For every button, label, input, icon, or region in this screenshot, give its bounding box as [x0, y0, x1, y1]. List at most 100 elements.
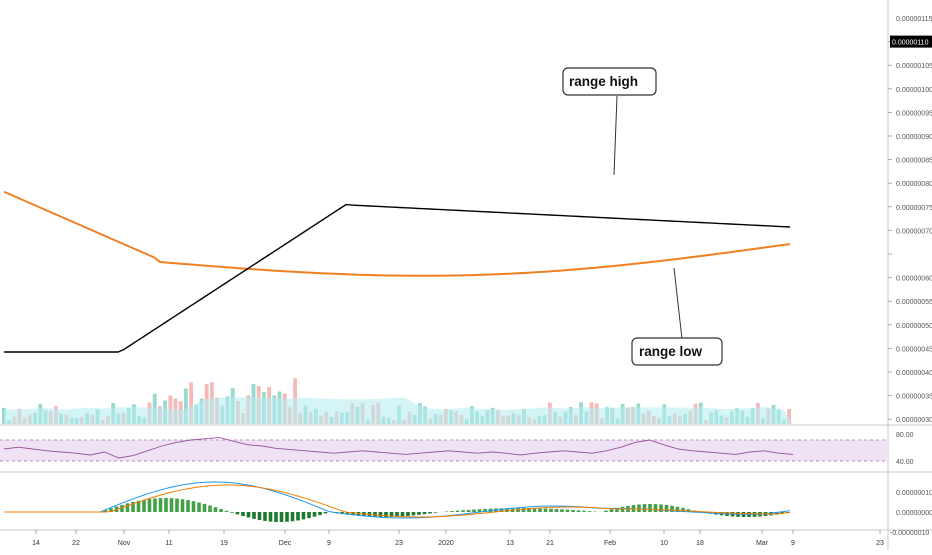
macd-histogram-bar [208, 505, 212, 512]
macd-histogram-bar [192, 501, 196, 512]
macd-histogram-bar [654, 504, 658, 512]
macd-histogram-bar [159, 498, 163, 512]
x-tick-label: Feb [604, 540, 616, 547]
macd-histogram-bar [280, 512, 284, 522]
macd-histogram-bar [659, 504, 663, 512]
rsi-band [0, 440, 888, 461]
macd-histogram-bar [258, 512, 262, 520]
macd-histogram-bar [637, 504, 641, 512]
macd-histogram-bar [252, 512, 256, 519]
macd-histogram-bar [467, 510, 471, 512]
x-tick-label: 11 [165, 540, 172, 547]
macd-histogram-bar [445, 511, 449, 512]
macd-histogram-bar [214, 507, 218, 512]
macd-histogram-bar [307, 512, 311, 518]
x-tick-label: Nov [118, 540, 131, 547]
x-tick-label: 23 [395, 540, 403, 547]
y-tick-label: 0.00000050 [896, 323, 932, 330]
macd-histogram-bar [225, 511, 229, 512]
macd-histogram-bar [555, 509, 559, 512]
macd-histogram-bar [126, 503, 130, 512]
macd-histogram-bar [406, 512, 410, 516]
macd-histogram-bar [285, 512, 289, 522]
macd-histogram-bar [291, 512, 295, 521]
macd-histogram-bar [566, 510, 570, 512]
macd-histogram-bar [203, 504, 207, 512]
x-tick-label: 23 [876, 540, 884, 547]
macd-histogram-bar [423, 512, 427, 514]
y-tick-label: 0.00000080 [896, 181, 932, 188]
y-tick-label: 0.00000105 [896, 63, 932, 70]
macd-histogram-bar [318, 512, 322, 515]
macd-histogram-bar [164, 498, 168, 512]
macd-histogram-bar [434, 512, 438, 513]
macd-histogram-bar [186, 500, 190, 512]
macd-histogram-bar [456, 511, 460, 512]
macd-histogram-bar [142, 500, 146, 512]
macd-histogram-bar [230, 512, 234, 513]
y-tick-label: 0.00000100 [896, 87, 932, 94]
macd-histogram-bar [665, 505, 669, 512]
macd-histogram-bar [571, 510, 575, 512]
macd-histogram-bar [610, 509, 614, 512]
macd-histogram-bar [560, 509, 564, 512]
macd-histogram-bar [417, 512, 421, 515]
macd-histogram-bar [274, 512, 278, 522]
range-low-label: range low [639, 344, 703, 359]
y-tick-label: 0.00000040 [896, 370, 932, 377]
macd-histogram-bar [241, 512, 245, 516]
x-tick-label: 10 [660, 540, 668, 547]
macd-histogram-bar [401, 512, 405, 516]
macd-histogram-bar [302, 512, 306, 519]
y-tick-label: 0.00000115 [896, 16, 932, 23]
macd-histogram-bar [588, 511, 592, 512]
macd-histogram-bar [472, 510, 476, 512]
macd-histogram-bar [148, 499, 152, 512]
macd-histogram-bar [263, 512, 267, 521]
x-tick-label: 19 [220, 540, 228, 547]
x-tick-label: 22 [72, 540, 80, 547]
y-tick-label: 0.00000070 [896, 228, 932, 235]
macd-histogram-bar [412, 512, 416, 515]
macd-histogram-bar [269, 512, 273, 522]
x-tick-label: 18 [696, 540, 704, 547]
macd-histogram-bar [175, 499, 179, 512]
macd-histogram-bar [461, 510, 465, 512]
y-tick-label: 0.00000035 [896, 394, 932, 401]
macd-histogram-bar [582, 511, 586, 512]
x-tick-label: Mar [756, 540, 769, 547]
y-tick-label: 0.00000030 [896, 417, 932, 424]
macd-histogram-bar [153, 498, 157, 512]
macd-histogram-bar [247, 512, 251, 517]
macd-histogram-bar [643, 504, 647, 512]
macd-histogram-bar [544, 508, 548, 512]
macd-tick-label: 0.00000000 [896, 510, 932, 517]
y-tick-label: 0.00000090 [896, 134, 932, 141]
y-tick-label: 0.00000055 [896, 299, 932, 306]
macd-tick-label: -0.00000010 [890, 530, 929, 537]
range-high-label: range high [569, 74, 638, 89]
macd-histogram-bar [313, 512, 317, 517]
rsi-tick-label: 80.00 [896, 432, 914, 439]
macd-histogram-bar [604, 511, 608, 512]
y-tick-label: 0.00000075 [896, 205, 932, 212]
y-tick-label: 0.00000095 [896, 110, 932, 117]
macd-histogram-bar [296, 512, 300, 520]
macd-histogram-bar [577, 510, 581, 512]
rsi-tick-label: 40.00 [896, 459, 914, 466]
macd-tick-label: 0.00000010 [896, 490, 932, 497]
x-tick-label: 9 [327, 540, 331, 547]
macd-histogram-bar [538, 508, 542, 512]
macd-histogram-bar [197, 502, 201, 512]
macd-histogram-bar [648, 504, 652, 512]
y-tick-label: 0.00000085 [896, 158, 932, 165]
x-tick-label: 21 [546, 540, 554, 547]
macd-histogram-bar [450, 511, 454, 512]
macd-histogram-bar [324, 512, 328, 513]
macd-histogram-bar [219, 509, 223, 512]
macd-histogram-bar [181, 499, 185, 512]
y-tick-label: 0.00000045 [896, 346, 932, 353]
macd-histogram-bar [379, 512, 383, 517]
